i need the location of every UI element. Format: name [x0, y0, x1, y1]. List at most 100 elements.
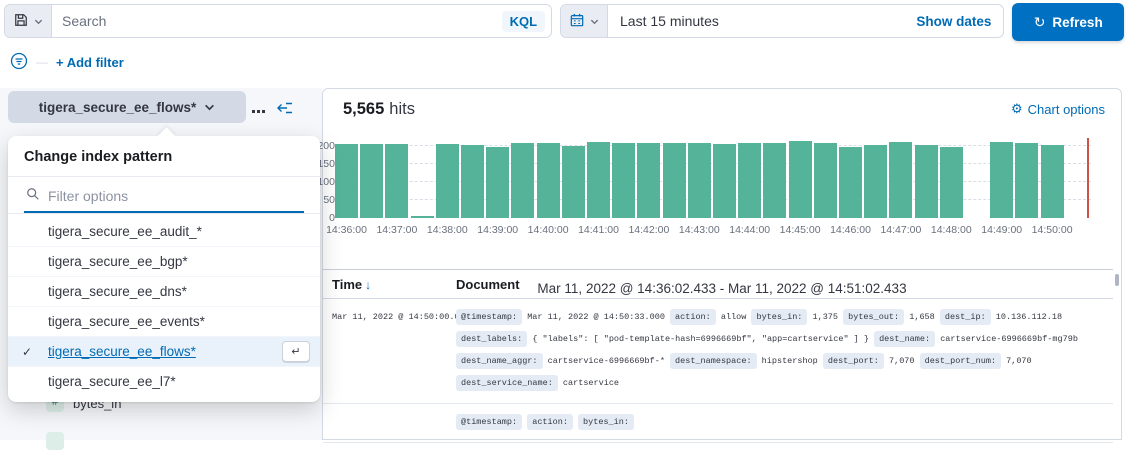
- popover-search-row: [8, 177, 320, 214]
- chevron-down-icon: [590, 17, 599, 25]
- histogram-bar[interactable]: [410, 216, 434, 218]
- histogram-chart: 200 150 100 50 0 14:36:00 14:37:00 14:38:00 14:…: [317, 129, 1121, 296]
- current-time-marker: [1087, 138, 1089, 218]
- histogram-bar[interactable]: [561, 145, 585, 218]
- histogram-bar[interactable]: [662, 143, 686, 218]
- search-input[interactable]: [52, 5, 502, 37]
- field-name-pill: dest_name:: [874, 331, 936, 347]
- y-tick-label: 50: [323, 193, 335, 206]
- date-quick-menu[interactable]: [561, 5, 609, 37]
- y-tick-label: 150: [317, 157, 335, 170]
- show-dates-button[interactable]: Show dates: [916, 13, 992, 29]
- index-pattern-option[interactable]: tigera_secure_ee_audit_*: [8, 216, 320, 246]
- histogram-bar[interactable]: [713, 144, 736, 218]
- chart-options-button[interactable]: ⚙ Chart options: [1011, 101, 1105, 117]
- histogram-bar[interactable]: [360, 144, 384, 218]
- index-pattern-option[interactable]: ✓ tigera_secure_ee_flows* ↵: [8, 336, 320, 366]
- refresh-button[interactable]: ↻ Refresh: [1012, 3, 1124, 41]
- index-pattern-option[interactable]: tigera_secure_ee_bgp*: [8, 246, 320, 276]
- index-pattern-label: tigera_secure_ee_flows*: [38, 99, 197, 115]
- x-tick-label: 14:38:00: [426, 224, 468, 236]
- x-tick-label: 14:46:00: [830, 224, 871, 236]
- histogram-bar[interactable]: [511, 143, 535, 218]
- return-key-icon: ↵: [282, 341, 310, 362]
- row-document-cell: @timestamp: Mar 11, 2022 @ 14:50:33.000 …: [448, 306, 1113, 394]
- field-name-pill: dest_service_name:: [456, 375, 558, 391]
- index-pattern-option[interactable]: tigera_secure_ee_events*: [8, 306, 320, 336]
- chart-options-label: Chart options: [1027, 101, 1105, 117]
- histogram-bar[interactable]: [587, 141, 610, 218]
- histogram-bar[interactable]: [788, 140, 812, 218]
- column-header-time[interactable]: Time ↓: [323, 277, 448, 292]
- histogram-bar[interactable]: [687, 143, 711, 218]
- field-name-pill: dest_ip:: [939, 309, 991, 325]
- field-value: 10.136.112.18: [990, 312, 1063, 322]
- histogram-bar[interactable]: [990, 141, 1014, 218]
- histogram-bar[interactable]: [864, 144, 888, 218]
- collapse-sidebar-icon[interactable]: [277, 99, 293, 118]
- change-index-pattern-popover: Change index pattern tigera_secure_ee_au…: [8, 127, 320, 402]
- row-time-cell: [323, 411, 448, 433]
- chart-time-range-subtitle: Mar 11, 2022 @ 14:36:02.433 - Mar 11, 20…: [537, 281, 907, 296]
- histogram-bar[interactable]: [335, 144, 358, 218]
- histogram-bar[interactable]: [939, 147, 963, 218]
- gear-icon: ⚙: [1011, 101, 1023, 116]
- table-row[interactable]: @timestamp: action: bytes_in:: [323, 404, 1113, 443]
- index-pattern-option-label: tigera_secure_ee_l7*: [48, 374, 176, 389]
- histogram-bar[interactable]: [435, 144, 459, 218]
- query-bar: KQL Last 15 minutes Show dates ↻ Refresh: [4, 3, 1124, 41]
- kql-badge[interactable]: KQL: [501, 10, 546, 32]
- histogram-bar[interactable]: [839, 147, 862, 218]
- histogram-bar[interactable]: [738, 143, 762, 218]
- filter-menu-icon[interactable]: [10, 52, 28, 73]
- x-tick-label: 14:43:00: [678, 224, 720, 236]
- histogram-bar[interactable]: [889, 141, 913, 218]
- histogram-bar[interactable]: [461, 145, 484, 218]
- field-item-partial[interactable]: [46, 432, 64, 450]
- field-name-pill: dest_namespace:: [670, 353, 757, 369]
- field-value: cartservice: [557, 378, 620, 388]
- scrollbar-thumb[interactable]: [1115, 274, 1119, 286]
- histogram-bar[interactable]: [385, 144, 409, 218]
- x-tick-label: 14:49:00: [981, 224, 1023, 236]
- x-tick-label: 14:44:00: [729, 224, 771, 236]
- field-name-pill: action:: [527, 414, 573, 430]
- histogram-bar[interactable]: [763, 143, 787, 218]
- add-filter-button[interactable]: + Add filter: [56, 54, 124, 70]
- histogram-bar[interactable]: [914, 145, 938, 218]
- index-pattern-option-label: tigera_secure_ee_events*: [48, 314, 205, 329]
- boxes-horizontal-icon[interactable]: [252, 104, 265, 113]
- table-row[interactable]: Mar 11, 2022 @ 14:50:00.000 @timestamp: M…: [323, 299, 1113, 404]
- filter-options-input[interactable]: [48, 187, 302, 204]
- histogram-bar[interactable]: [1040, 144, 1064, 218]
- results-header: 5,565 hits ⚙ Chart options: [323, 89, 1121, 129]
- field-name-pill: action:: [670, 309, 716, 325]
- field-value: { "labels": [ "pod-template-hash=6996669…: [527, 334, 875, 344]
- saved-query-menu[interactable]: [5, 5, 52, 37]
- histogram-bar[interactable]: [637, 143, 661, 218]
- index-pattern-switcher[interactable]: tigera_secure_ee_flows*: [8, 91, 246, 123]
- check-icon: ✓: [22, 344, 33, 359]
- field-value: cartservice-6996669bf-mg79b: [935, 334, 1078, 344]
- histogram-bar[interactable]: [536, 143, 560, 218]
- date-picker: Last 15 minutes Show dates: [560, 4, 1005, 38]
- index-pattern-option-label: tigera_secure_ee_flows*: [48, 344, 196, 359]
- popover-title: Change index pattern: [8, 136, 320, 177]
- histogram-bar[interactable]: [612, 143, 636, 218]
- field-value: 7,070: [883, 356, 920, 366]
- histogram-bar[interactable]: [486, 147, 510, 218]
- y-tick-label: 200: [317, 139, 335, 152]
- field-value: hipstershop: [756, 356, 823, 366]
- field-name-pill: dest_labels:: [456, 331, 528, 347]
- row-time-cell: Mar 11, 2022 @ 14:50:00.000: [332, 312, 470, 322]
- x-tick-label: 14:40:00: [527, 224, 569, 236]
- histogram-bar[interactable]: [813, 143, 837, 218]
- chevron-down-icon: [205, 104, 215, 110]
- histogram-bar[interactable]: [1015, 143, 1039, 218]
- index-pattern-option[interactable]: tigera_secure_ee_dns*: [8, 276, 320, 306]
- index-pattern-option[interactable]: tigera_secure_ee_l7*: [8, 366, 320, 396]
- save-icon: [14, 13, 28, 30]
- time-range-value[interactable]: Last 15 minutes: [620, 13, 719, 29]
- field-name-pill: dest_port:: [822, 353, 884, 369]
- sort-descending-icon[interactable]: ↓: [365, 277, 372, 292]
